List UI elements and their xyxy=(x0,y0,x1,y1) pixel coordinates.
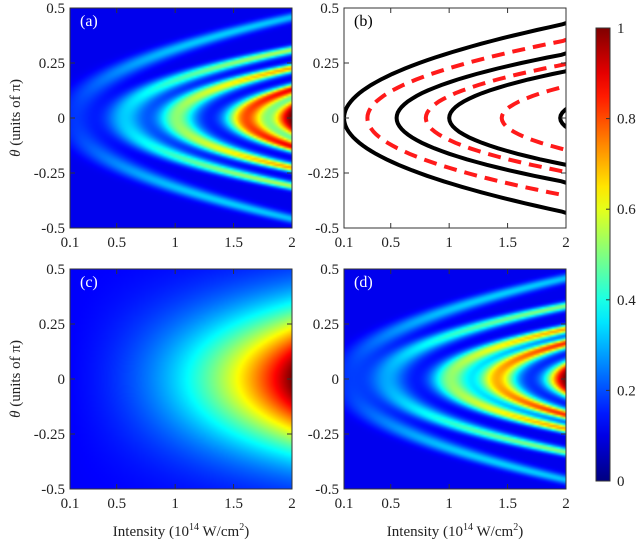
panel-a: (a) 0.5 0.25 0 -0.25 -0.5 0.1 0.5 1 1.5 2 xyxy=(34,1,296,251)
x-tick-label: 1.5 xyxy=(224,496,243,512)
x-tick-label: 0.5 xyxy=(381,496,400,512)
y-tick-label: 0.5 xyxy=(320,262,339,278)
panel-b-background xyxy=(344,8,566,228)
panel-a-ylabel: θ (units of π) xyxy=(8,79,24,157)
y-tick-label: -0.5 xyxy=(315,221,339,237)
x-tick-label: 1.5 xyxy=(498,235,517,251)
y-tick-label: 0 xyxy=(332,372,340,388)
y-tick-label: 0 xyxy=(332,111,340,127)
panel-b-curves xyxy=(344,20,566,216)
x-tick-label: 1 xyxy=(445,235,453,251)
solid-curve-0 xyxy=(344,20,566,216)
x-tick-label: 2 xyxy=(288,235,296,251)
panel-c-heatmap xyxy=(70,269,292,489)
colorbar-ticks: 1 0.8 0.6 0.4 0.2 0 xyxy=(606,21,636,490)
x-tick-label: 0.1 xyxy=(61,235,80,251)
solid-curve-2 xyxy=(447,68,566,168)
x-tick-label: 0.1 xyxy=(61,496,80,512)
colorbar-tick-label: 0.4 xyxy=(617,293,636,309)
colorbar-tick-label: 0.6 xyxy=(617,202,636,218)
y-tick-label: 0 xyxy=(58,111,66,127)
colorbar-tick-label: 1 xyxy=(617,21,625,37)
y-tick-label: -0.25 xyxy=(34,166,65,182)
panel-d-xlabel: Intensity (1014 W/cm2) xyxy=(387,522,523,540)
x-tick-label: 1.5 xyxy=(224,235,243,251)
panel-c-xlabel: Intensity (1014 W/cm2) xyxy=(113,522,249,540)
panel-c-y-ticks: 0.5 0.25 0 -0.25 -0.5 xyxy=(34,262,292,498)
y-tick-label: 0.5 xyxy=(46,262,65,278)
y-tick-label: 0.5 xyxy=(46,1,65,17)
colorbar-gradient xyxy=(595,27,611,482)
x-tick-label: 2 xyxy=(562,496,570,512)
panel-a-heatmap xyxy=(70,8,292,228)
y-tick-label: -0.5 xyxy=(41,221,65,237)
x-tick-label: 1 xyxy=(445,496,453,512)
panel-a-label: (a) xyxy=(80,13,98,30)
panel-c-ylabel: θ (units of π) xyxy=(8,340,24,418)
x-tick-label: 0.5 xyxy=(107,235,126,251)
colorbar-tick-label: 0 xyxy=(617,474,625,490)
dashed-curve-1 xyxy=(423,61,566,175)
panel-a-x-ticks: 0.1 0.5 1 1.5 2 xyxy=(61,8,296,251)
panel-c-x-ticks: 0.1 0.5 1 1.5 2 xyxy=(61,269,296,512)
y-tick-label: 0.25 xyxy=(313,317,339,333)
solid-curve-1 xyxy=(394,51,566,185)
y-tick-label: 0.25 xyxy=(313,56,339,72)
y-tick-label: 0.25 xyxy=(39,56,65,72)
x-tick-label: 2 xyxy=(288,496,296,512)
panel-a-y-ticks: 0.5 0.25 0 -0.25 -0.5 xyxy=(34,1,292,237)
panel-c: (c) 0.5 0.25 0 -0.25 -0.5 0.1 0.5 1 1.5 2 xyxy=(34,262,296,512)
y-tick-label: -0.5 xyxy=(41,482,65,498)
panel-d: (d) 0.5 0.25 0 -0.25 -0.5 0.1 0.5 1 1.5 2 xyxy=(308,262,570,512)
panel-b-label: (b) xyxy=(354,13,373,30)
x-tick-label: 0.5 xyxy=(107,496,126,512)
panel-d-heatmap xyxy=(344,269,566,489)
y-tick-label: -0.25 xyxy=(308,166,339,182)
y-tick-label: 0.25 xyxy=(39,317,65,333)
panel-d-x-ticks: 0.1 0.5 1 1.5 2 xyxy=(335,269,570,512)
y-tick-label: -0.25 xyxy=(308,427,339,443)
x-tick-label: 1.5 xyxy=(498,496,517,512)
panel-d-label: (d) xyxy=(354,274,373,291)
y-tick-label: 0.5 xyxy=(320,1,339,17)
panel-b-x-ticks: 0.1 0.5 1 1.5 2 xyxy=(335,8,570,251)
y-tick-label: -0.5 xyxy=(315,482,339,498)
y-tick-label: -0.25 xyxy=(34,427,65,443)
dashed-curve-2 xyxy=(499,84,566,153)
x-tick-label: 1 xyxy=(171,235,179,251)
panel-d-y-ticks: 0.5 0.25 0 -0.25 -0.5 xyxy=(308,262,566,498)
y-tick-label: 0 xyxy=(58,372,66,388)
solid-curve-3 xyxy=(558,106,566,130)
panel-b: (b) 0.5 0.25 0 -0.25 -0.5 0.1 0.5 1 1.5 2 xyxy=(308,1,570,251)
x-tick-label: 0.5 xyxy=(381,235,400,251)
x-tick-label: 1 xyxy=(171,496,179,512)
colorbar-tick-label: 0.2 xyxy=(617,383,636,399)
colorbar-tick-label: 0.8 xyxy=(617,112,636,128)
x-tick-label: 0.1 xyxy=(335,235,354,251)
colorbar: 1 0.8 0.6 0.4 0.2 0 xyxy=(595,21,636,490)
panel-c-label: (c) xyxy=(80,274,98,291)
panel-b-y-ticks: 0.5 0.25 0 -0.25 -0.5 xyxy=(308,1,566,237)
dashed-curve-0 xyxy=(365,37,566,199)
x-tick-label: 0.1 xyxy=(335,496,354,512)
x-tick-label: 2 xyxy=(562,235,570,251)
